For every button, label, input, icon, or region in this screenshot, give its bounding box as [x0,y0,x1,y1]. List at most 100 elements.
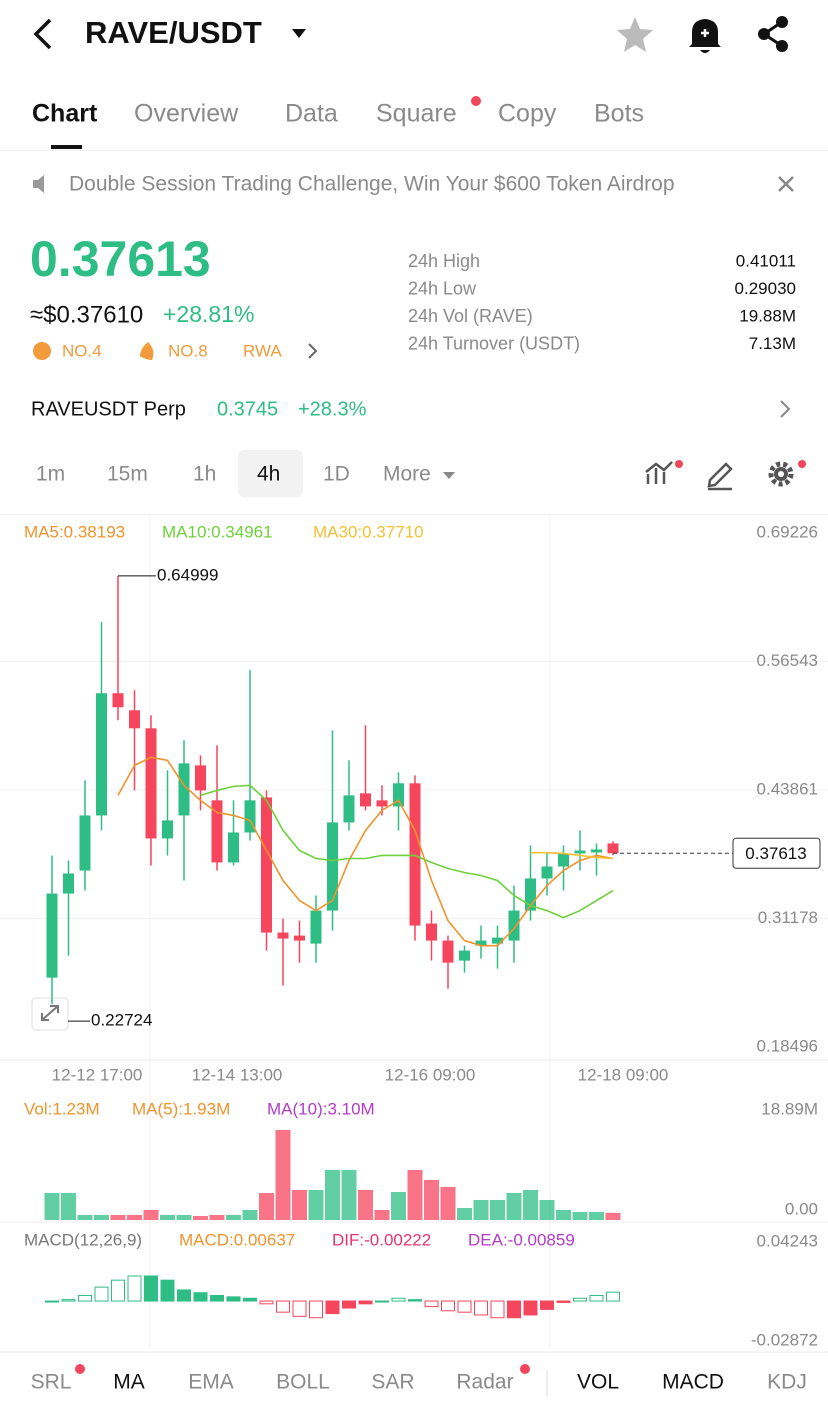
x-tick-label: 12-14 13:00 [192,1065,283,1084]
macd-bar [292,1300,307,1317]
vol-legend: Vol:1.23M [24,1099,100,1118]
tag[interactable]: RWA [243,341,282,360]
price-change: +28.81% [163,301,254,327]
macd-bar [226,1296,241,1302]
volume-bar [374,1209,390,1220]
macd-legend: MACD:0.00637 [179,1230,295,1249]
candle-body [211,800,223,863]
favorite-icon[interactable] [617,17,653,52]
more-caret [443,472,455,479]
indicator-tab[interactable]: Radar [456,1371,513,1394]
indicator-tab[interactable]: BOLL [276,1371,330,1394]
macd-bar [276,1300,290,1313]
badge-dot [798,460,806,468]
volume-bar [457,1208,472,1220]
macd-bar [490,1300,505,1319]
timeframe[interactable]: 1D [323,463,350,486]
y-tick-label: 0.31178 [758,908,818,927]
y-tick-label: 0.56543 [757,651,818,670]
vol-legend: MA(5):1.93M [132,1099,230,1118]
tags-more[interactable] [308,343,318,359]
volume-bar [473,1199,489,1220]
speaker-icon [33,175,44,193]
macd-bar [127,1275,142,1302]
volume-bar [127,1214,142,1220]
tab[interactable]: Chart [32,100,98,128]
tab[interactable]: Bots [594,100,644,128]
badge-dot [675,460,683,468]
candle-body [508,910,520,941]
settings-icon[interactable] [768,461,794,487]
y-tick-label: 0.69226 [757,522,818,541]
indicator-tab[interactable]: KDJ [767,1371,807,1394]
tab[interactable]: Overview [134,100,239,128]
tab[interactable]: Copy [498,100,557,128]
share-icon[interactable] [758,16,788,52]
macd-bar [358,1300,373,1305]
perp-name[interactable]: RAVEUSDT Perp [31,398,186,420]
tag[interactable]: NO.8 [168,341,208,360]
macd-bar [45,1300,59,1303]
macd-bar [375,1300,389,1303]
ma-legend: MA5:0.38193 [24,522,125,541]
timeframe-selected [238,450,303,497]
macd-bar [243,1297,257,1302]
volume-bar [275,1129,291,1220]
timeframe[interactable]: 15m [107,463,148,486]
pair-dropdown[interactable] [292,29,306,38]
timeframe[interactable]: More [383,463,431,486]
timeframe[interactable]: 1m [36,463,65,486]
indicator-tab[interactable]: EMA [188,1371,234,1394]
indicator-icon[interactable] [645,461,673,484]
volume-bar [308,1190,324,1220]
back-button[interactable] [33,18,52,50]
y-tick-label: 0.43861 [757,779,818,798]
indicator-tab[interactable]: MA [113,1371,145,1394]
x-tick-label: 12-18 09:00 [578,1065,669,1084]
tag[interactable]: NO.4 [62,341,102,360]
timeframe[interactable]: 4h [257,463,280,486]
candle-body [492,937,503,944]
badge-dot [75,1364,85,1374]
tab[interactable]: Data [285,100,338,128]
volume-bar [424,1179,439,1220]
macd-bar [78,1294,92,1302]
macd-legend: DEA:-0.00859 [468,1230,575,1249]
ma-line [530,851,614,860]
volume-bar [77,1214,93,1220]
candle-body [244,800,256,833]
macd-bar [210,1294,224,1302]
usd-price: ≈$0.37610 [30,301,143,328]
candle-body [310,910,322,944]
expand-icon[interactable] [31,997,69,1031]
indicator-tab[interactable]: VOL [577,1371,619,1394]
indicator-tab[interactable]: SAR [371,1371,414,1394]
volume-bar [259,1192,274,1220]
draw-icon[interactable] [707,462,733,491]
rank-icon [33,342,51,360]
indicator-tab[interactable]: MACD [662,1371,724,1394]
banner-close[interactable] [778,176,794,192]
tab[interactable]: Square [376,100,457,128]
candle-body [96,693,107,816]
macd-bar [177,1289,191,1302]
y-tick-label: 0.18496 [757,1036,818,1055]
candle-body [277,932,289,939]
candle-body [178,763,190,816]
stat-label: 24h Low [408,278,477,298]
macd-bar [457,1300,472,1313]
volume-bar [143,1209,159,1220]
price-tag [732,837,821,869]
timeframe[interactable]: 1h [193,463,216,486]
macd-bar [111,1279,125,1302]
candle-body [442,940,454,963]
banner-text[interactable]: Double Session Trading Challenge, Win Yo… [69,173,675,196]
macd-bar [61,1299,76,1302]
perp-change: +28.3% [298,398,367,420]
candle-body [558,853,569,867]
perp-more[interactable] [780,400,791,418]
vol-legend: MA(10):3.10M [267,1099,375,1118]
volume-bar [160,1214,175,1220]
pair-title[interactable]: RAVE/USDT [85,15,262,50]
indicator-tab[interactable]: SRL [31,1371,72,1394]
